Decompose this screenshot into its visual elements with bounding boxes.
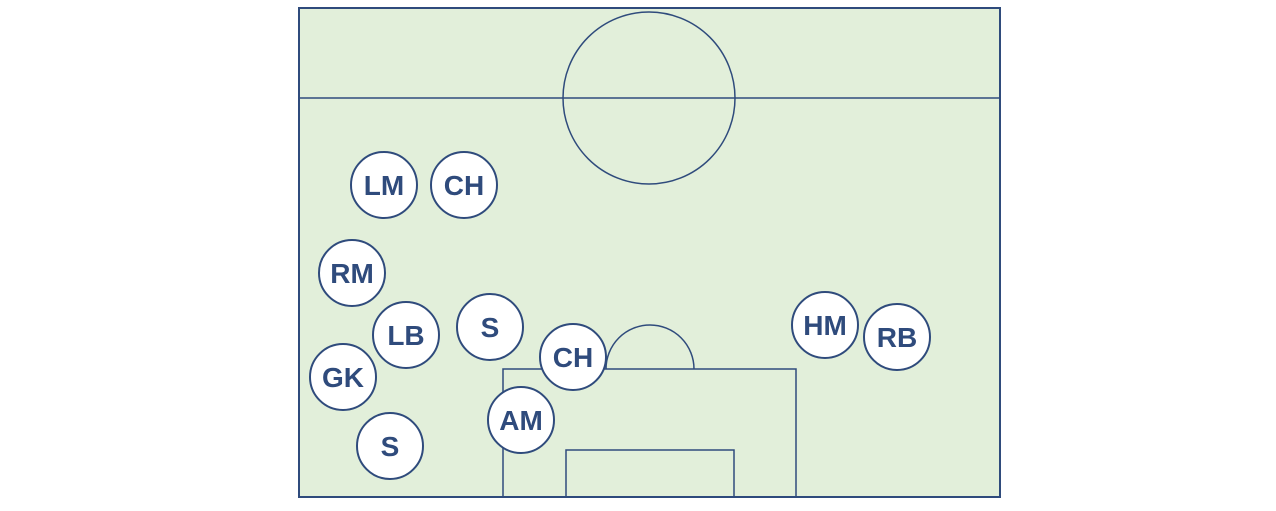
player-label: LM: [364, 170, 404, 201]
player-marker: CH: [430, 151, 498, 219]
player-label: RM: [330, 258, 374, 289]
player-circle: [430, 151, 498, 219]
player-circle: [318, 239, 386, 307]
player-label: S: [481, 312, 500, 343]
player-marker: S: [356, 412, 424, 480]
player-marker: HM: [791, 291, 859, 359]
player-label: HM: [803, 310, 847, 341]
player-marker: LM: [350, 151, 418, 219]
center-circle: [562, 11, 736, 185]
player-circle: [539, 323, 607, 391]
player-circle: [350, 151, 418, 219]
player-marker: RM: [318, 239, 386, 307]
penalty-arc: [605, 324, 695, 370]
player-circle: [309, 343, 377, 411]
player-circle: [456, 293, 524, 361]
player-circle: [372, 301, 440, 369]
player-circle: [487, 386, 555, 454]
player-marker: AM: [487, 386, 555, 454]
player-circle: [356, 412, 424, 480]
player-label: CH: [553, 342, 593, 373]
player-marker: GK: [309, 343, 377, 411]
player-label: CH: [444, 170, 484, 201]
player-circle: [863, 303, 931, 371]
pitch-field: [298, 7, 1001, 498]
player-marker: RB: [863, 303, 931, 371]
player-label: RB: [877, 322, 917, 353]
player-label: S: [381, 431, 400, 462]
goal-box: [565, 449, 735, 498]
player-marker: LB: [372, 301, 440, 369]
player-label: AM: [499, 405, 543, 436]
player-marker: CH: [539, 323, 607, 391]
player-circle: [791, 291, 859, 359]
players-layer: LM CH RM LB S CH GK AM S HM RB: [309, 151, 931, 480]
player-label: GK: [322, 362, 364, 393]
player-marker: S: [456, 293, 524, 361]
player-label: LB: [387, 320, 424, 351]
